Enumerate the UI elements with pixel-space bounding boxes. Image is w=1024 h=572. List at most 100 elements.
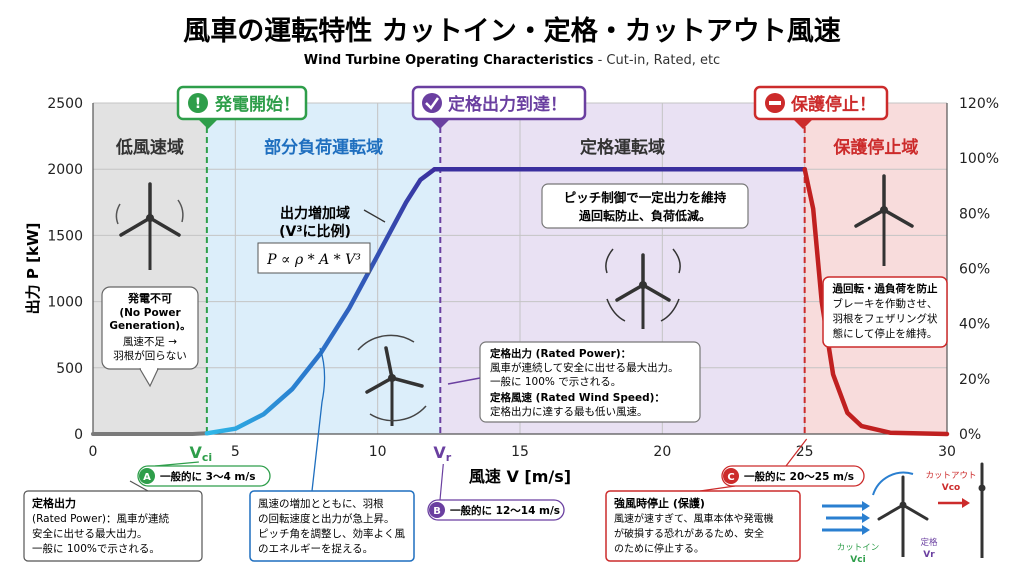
stop-desc-1: 過回転・過負荷を防止 [832, 282, 938, 295]
y-tick-label: 2500 [47, 96, 83, 112]
stop-desc-2: ブレーキを作動させ、 [833, 297, 938, 310]
rated-definition-note: 定格出力 (Rated Power)： 風車が連続して安全に出せる最大出力。 一… [447, 341, 701, 423]
flag-stop: 保護停止！ [753, 85, 889, 129]
x-tick-label: 10 [369, 444, 387, 460]
y2-tick-label: 100% [959, 151, 999, 167]
box1-line-2: (Rated Power)：風車が連続 [32, 512, 170, 525]
check-icon [422, 93, 442, 113]
box3-line-1: 強風時停止 (保護) [614, 496, 705, 510]
rated-def-2: 風車が連続して安全に出せる最大出力。 [490, 361, 679, 374]
flag-stop-label: 保護停止！ [790, 94, 876, 115]
x-tick-label: 25 [796, 444, 814, 460]
y-tick-label: 1500 [47, 228, 83, 244]
badge-a-pointer [154, 461, 199, 467]
bottom-box-rated-power: 定格出力 (Rated Power)：風車が連続 安全に出せる最大出力。 一般に… [23, 480, 203, 562]
inset-rated-1: 定格 [920, 537, 938, 548]
badge-a: A 一般的に 3〜4 m/s [137, 465, 271, 487]
vci-label: Vci [190, 443, 213, 464]
box2-line-1: 風速の増加とともに、羽根 [258, 497, 384, 510]
bottom-box-partial-load: 風速の増加とともに、羽根 の回転速度と出力が急上昇。 ピッチ角を調整し、効率よく… [249, 347, 415, 562]
y-tick-label: 0 [74, 427, 83, 443]
box1-line-4: 一般に 100%で示される。 [32, 542, 160, 555]
badge-c-text: 一般的に 20〜25 m/s [744, 470, 854, 483]
badge-a-letter: A [143, 472, 151, 483]
box2-line-4: のエネルギーを捉える。 [258, 542, 373, 555]
page-title: 風車の運転特性 カットイン・定格・カットアウト風速 [183, 15, 840, 47]
box2-line-3: ピッチ角を調整し、効率よく風 [258, 527, 405, 540]
box3-line-3: が破損する恐れがあるため、安全 [614, 527, 764, 540]
y2-tick-label: 120% [959, 96, 999, 112]
box3-line-4: のために停止する。 [614, 542, 704, 555]
x-tick-label: 30 [938, 444, 956, 460]
exclamation-icon [188, 93, 208, 113]
turbine-icon-rated [605, 248, 681, 329]
stop-desc-3: 羽根をフェザリング状 [833, 312, 938, 325]
no-gen-5: 羽根が回らない [113, 349, 187, 362]
region-labels: 低風速域 部分負荷運転域 定格運転域 保護停止域 [115, 137, 918, 158]
no-gen-3: Generation)。 [109, 320, 190, 332]
rated-def-3: 一般に 100% で示される。 [490, 375, 621, 388]
x-axis-label: 風速 V [m/s] [469, 467, 571, 486]
badge-c-letter: C [727, 472, 734, 483]
badge-b-text: 一般的に 12〜14 m/s [450, 504, 560, 517]
stop-desc-4: 態にして停止を維持。 [833, 327, 938, 340]
no-gen-4: 風速不足 → [123, 336, 177, 348]
box1-line-1: 定格出力 [32, 496, 76, 510]
svg-text:!: ! [195, 96, 201, 112]
curve-idle-segment [91, 431, 209, 436]
region-label-3: 保護停止域 [832, 137, 918, 158]
badge-b: B 一般的に 12〜14 m/s [427, 499, 565, 521]
inset-turbine-icon [872, 471, 929, 557]
turbine-icon-stop [854, 174, 914, 266]
inset-rated-2: Vr [923, 550, 935, 560]
turbine-icon-low [115, 182, 184, 270]
rated-def-5: 定格出力に達する最も低い風速。 [490, 405, 648, 418]
subtitle-rest: - Cut-in, Rated, etc [593, 53, 720, 68]
increase-pointer [363, 209, 386, 223]
bottom-box-storm-stop: 強風時停止 (保護) 風速が速すぎて、風車本体や発電機 が破損する恐れがあるため… [605, 490, 801, 562]
y2-tick-label: 0% [959, 427, 981, 443]
flag-rated-label: 定格出力到達！ [448, 94, 567, 115]
stop-note: 過回転・過負荷を防止 ブレーキを作動させ、 羽根をフェザリング状 態にして停止を… [822, 276, 948, 348]
inset-cutin-1: カットイン [837, 543, 880, 553]
pitch-line-2: 過回転防止、負荷低減。 [578, 208, 711, 223]
subtitle-bold: Wind Turbine Operating Characteristics [304, 53, 594, 68]
turbine-icon-partial [357, 334, 427, 426]
formula-box [257, 242, 371, 274]
power-curve [91, 166, 950, 437]
flag-rated: 定格出力到達！ [411, 85, 587, 129]
box2-line-2: の回転速度と出力が急上昇。 [258, 512, 395, 525]
box3-line-2: 風速が速すぎて、風車本体や発電機 [614, 512, 774, 525]
no-generation-note: 発電不可 (No Power Generation)。 風速不足 → 羽根が回ら… [101, 286, 199, 388]
y2-tick-label: 80% [959, 206, 990, 222]
pitch-note: ピッチ制御で一定出力を維持 過回転防止、負荷低減。 [541, 183, 749, 229]
badge-b-pointer [439, 463, 444, 501]
region-3 [804, 103, 947, 434]
rated-def-1: 定格出力 (Rated Power)： [489, 347, 631, 360]
no-gen-1: 発電不可 [127, 291, 172, 305]
vr-label: Vr [433, 443, 451, 464]
flag-start: ! 発電開始！ [176, 85, 308, 129]
y-tick-label: 2000 [47, 162, 83, 178]
y-axis-label: 出力 P [kW] [24, 223, 42, 315]
inset-cutout-1: カットアウト [925, 471, 976, 481]
x-tick-label: 20 [653, 444, 671, 460]
pitch-line-1: ピッチ制御で一定出力を維持 [564, 190, 727, 205]
y2-tick-label: 40% [959, 317, 990, 333]
curve-rise-segment [204, 166, 437, 436]
increase-label-2: (V³に比例) [279, 223, 351, 240]
rated-def-4: 定格風速 (Rated Wind Speed)： [489, 391, 665, 404]
y-tick-label: 1000 [47, 295, 83, 311]
curve-cutout-segment [802, 166, 950, 437]
badge-c-pointer [785, 438, 808, 467]
inset-cutout-2: Vco [942, 483, 960, 493]
box1-line-3: 安全に出せる最大出力。 [32, 527, 148, 540]
inset-diagram: カットアウト Vco カットイン Vci 定格 Vr [822, 462, 986, 565]
flag-start-label: 発電開始！ [214, 94, 300, 115]
inset-turbine-stopped-icon [978, 462, 986, 558]
axes: 0 500 1000 1500 2000 2500 0% 20% 40% 60% 80% 100% 12… [24, 96, 999, 486]
badge-a-text: 一般的に 3〜4 m/s [160, 470, 255, 483]
y-tick-label: 500 [56, 361, 83, 377]
badge-c: C 一般的に 20〜25 m/s [721, 465, 865, 487]
